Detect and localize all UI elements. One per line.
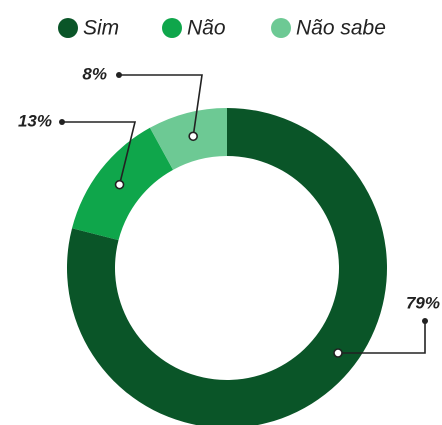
donut-slice — [67, 108, 387, 425]
leader-dot — [116, 72, 122, 78]
leader-line — [338, 321, 426, 354]
legend-label: Não — [187, 17, 226, 40]
legend-swatch — [162, 18, 182, 38]
data-label: 79% — [406, 293, 440, 312]
leader-line — [119, 74, 203, 137]
leader-anchor — [188, 131, 198, 142]
leader-anchor — [114, 179, 125, 190]
leader-dot — [59, 119, 65, 125]
leader-line — [62, 121, 137, 185]
donut-slice — [149, 108, 227, 170]
leader-dot — [422, 318, 428, 324]
data-label: 13% — [18, 111, 52, 130]
legend-label: Sim — [83, 17, 119, 40]
legend-label: Não sabe — [296, 17, 386, 40]
data-label: 8% — [82, 64, 107, 83]
leader-anchor — [333, 348, 343, 358]
legend-swatch — [271, 18, 291, 38]
legend-swatch — [58, 18, 78, 38]
